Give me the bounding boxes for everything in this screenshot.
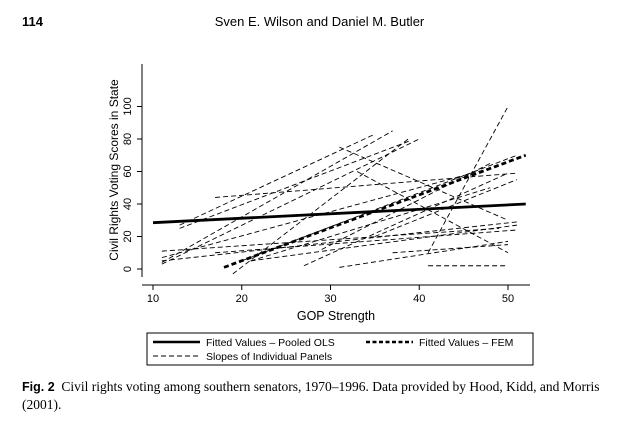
panel-slope-line	[250, 187, 491, 262]
panel-slope-line	[161, 227, 500, 252]
panel-slope-line	[339, 146, 509, 221]
panel-slope-line	[303, 172, 509, 267]
y-tick-label: 100	[122, 97, 134, 115]
y-ticks: 0 20 40 60 80 100	[122, 97, 142, 272]
figure-label: Fig. 2	[22, 380, 55, 394]
legend-label-ols: Fitted Values – Pooled OLS	[206, 337, 335, 349]
legend-label-panels: Slopes of Individual Panels	[206, 351, 332, 363]
panel-slope-line	[339, 240, 509, 268]
panel-slope-line	[161, 221, 517, 262]
figure-caption: Fig. 2 Civil rights voting among souther…	[22, 378, 622, 413]
plot-area	[152, 106, 527, 275]
y-tick-label: 20	[122, 230, 134, 242]
panel-slope-line	[241, 154, 518, 262]
legend-label-fem: Fitted Values – FEM	[419, 337, 513, 349]
panel-slope-line	[250, 224, 517, 262]
x-tick-label: 20	[236, 293, 248, 305]
legend-box	[146, 332, 534, 366]
y-tick-label: 40	[122, 198, 134, 210]
panel-slope-line	[179, 140, 411, 229]
x-axis-label: GOP Strength	[297, 309, 375, 323]
panel-slope-line	[392, 244, 509, 254]
page-number: 114	[22, 14, 43, 29]
y-tick-label: 0	[122, 266, 134, 272]
caption-text: Civil rights voting among southern senat…	[22, 379, 600, 412]
panel-slope-line	[179, 133, 376, 226]
panel-slope-line	[161, 130, 393, 263]
panel-slope-line	[427, 106, 509, 253]
x-ticks: 10 20 30 40 50	[147, 285, 514, 305]
panel-slope-line	[161, 138, 420, 265]
panel-slope-line	[356, 171, 509, 254]
x-tick-label: 10	[147, 293, 159, 305]
x-tick-label: 30	[324, 293, 336, 305]
ols-fitted-line	[152, 202, 526, 225]
panel-slope-line	[215, 229, 517, 254]
y-axis-label: Civil Rights Voting Scores in State	[107, 79, 121, 261]
running-head: Sven E. Wilson and Daniel M. Butler	[214, 14, 425, 29]
x-tick-label: 40	[413, 293, 425, 305]
panel-slope-line	[232, 137, 411, 275]
x-tick-label: 50	[502, 293, 514, 305]
y-tick-label: 80	[122, 133, 134, 145]
y-tick-label: 60	[122, 165, 134, 177]
